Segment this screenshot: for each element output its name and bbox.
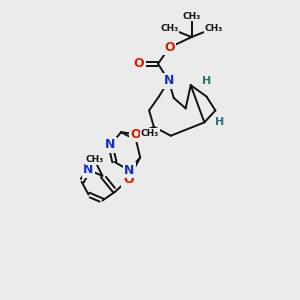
- Text: N: N: [124, 164, 134, 177]
- Text: CH₃: CH₃: [85, 155, 103, 164]
- Text: O: O: [131, 128, 141, 141]
- Text: O: O: [134, 57, 144, 70]
- Text: CH₃: CH₃: [160, 24, 178, 33]
- Text: CH₃: CH₃: [205, 24, 223, 33]
- Text: N: N: [164, 74, 174, 87]
- Text: O: O: [164, 41, 175, 54]
- Text: CH₃: CH₃: [182, 12, 201, 21]
- Text: CH₃: CH₃: [141, 129, 159, 138]
- Text: O: O: [123, 173, 134, 186]
- Text: H: H: [214, 117, 224, 128]
- Text: N: N: [83, 164, 94, 176]
- Text: H: H: [202, 76, 211, 86]
- Text: N: N: [105, 138, 116, 151]
